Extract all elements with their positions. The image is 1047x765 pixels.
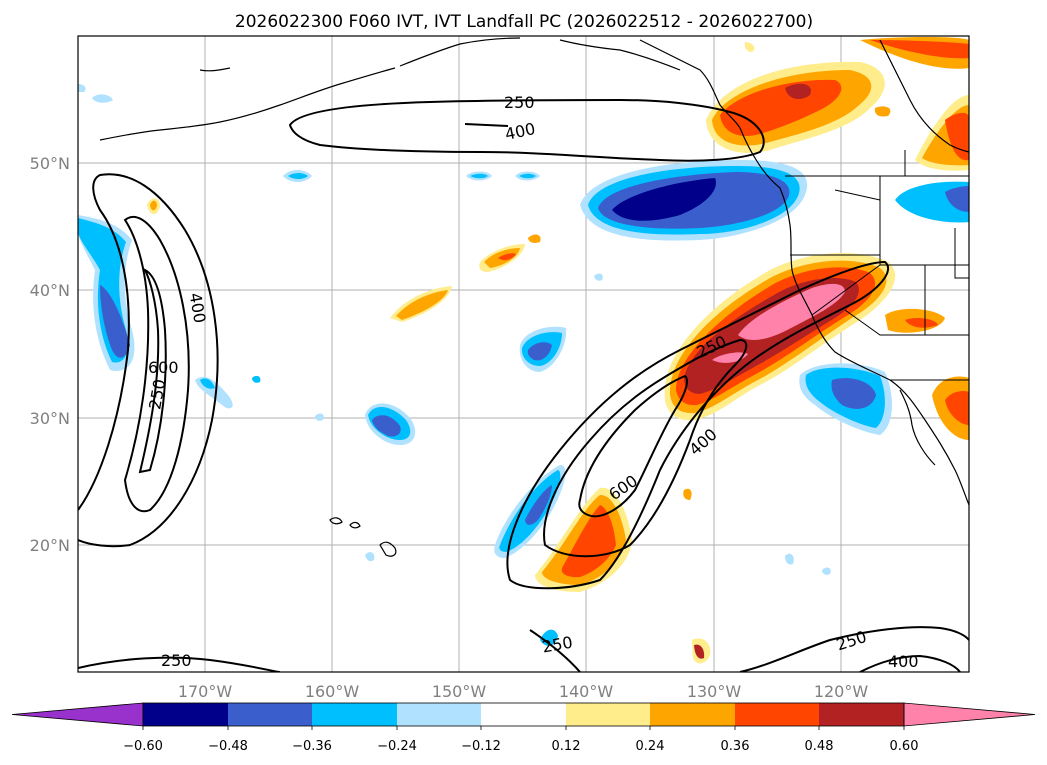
contour-label-250-north: 250 [504,93,535,112]
lon-label-160w: 160°W [305,682,360,701]
gridlines [78,36,969,672]
contour-600-west [138,267,167,474]
contour-600-river [578,374,688,518]
colorbar-tick-label: 0.60 [890,739,919,754]
colorbar-frame [142,702,905,727]
colorbar-segment [143,703,228,726]
colorbar-segment [312,703,397,726]
contour-400-river [543,338,748,558]
colorbar-segment [481,703,566,726]
lon-label-130w: 130°W [687,682,742,701]
colorbar-segment [650,703,735,726]
lon-label-120w: 120°W [814,682,869,701]
colorbar-extend-min [11,702,144,727]
colorbar-tick-label: 0.36 [721,739,750,754]
colorbar-segment [397,703,481,726]
colorbar-segment [735,703,819,726]
colorbar: −0.60 −0.48 −0.36 −0.24 −0.12 0.12 0.24 … [11,702,1036,754]
colorbar-tick-label: 0.48 [805,739,834,754]
latitude-labels: 50°N 40°N 30°N 20°N [30,154,70,555]
colorbar-extend-max [903,702,1036,727]
contour-label-600-west: 600 [148,358,179,377]
colorbar-tick-label: −0.24 [377,739,417,754]
lat-label-40: 40°N [30,281,70,300]
colorbar-tick-label: −0.60 [123,739,163,754]
negative-anomaly-north [580,160,969,241]
colorbar-tick-label: −0.36 [292,739,332,754]
lon-label-150w: 150°W [432,682,487,701]
contour-250-north [288,98,765,162]
colorbar-segment [228,703,312,726]
contour-label-250-south-west: 250 [161,651,192,670]
colorbar-tick-label: −0.12 [461,739,501,754]
colorbar-ticks [142,726,905,730]
contour-250-river [506,260,890,590]
contour-400-south-east [859,654,961,672]
central-pacific-anomalies [78,84,831,575]
colorbar-segment [819,703,904,726]
longitude-labels: 170°W 160°W 150°W 140°W 130°W 120°W [178,682,869,701]
colorbar-tick-labels: −0.60 −0.48 −0.36 −0.24 −0.12 0.12 0.24 … [123,739,918,754]
colorbar-tick-label: 0.24 [636,739,665,754]
lat-label-50: 50°N [30,154,70,173]
contour-label-400-south-east: 400 [888,652,919,671]
plot-frame [77,35,970,673]
contour-250-south-east [739,626,969,672]
negative-anomaly-southwest [799,363,892,435]
colorbar-segment [566,703,650,726]
contour-250-south-center [529,629,581,672]
lat-label-30: 30°N [30,409,70,428]
lon-label-140w: 140°W [559,682,614,701]
colorbar-tick-label: −0.48 [208,739,248,754]
colorbar-tick-label: 0.12 [552,739,581,754]
coastlines [99,37,969,557]
borders [785,150,969,381]
contour-250-west [78,173,219,548]
lon-label-170w: 170°W [178,682,233,701]
contour-400-west [123,215,190,513]
figure-title: 2026022300 F060 IVT, IVT Landfall PC (20… [235,12,813,32]
map-content: 250 400 400 600 250 250 250 400 600 250 … [78,36,969,672]
contour-400-north [464,123,509,127]
ivt-contours [78,98,969,672]
positive-anomaly-river [664,252,969,440]
lat-label-20: 20°N [30,536,70,555]
contour-250-south-west [78,656,281,672]
